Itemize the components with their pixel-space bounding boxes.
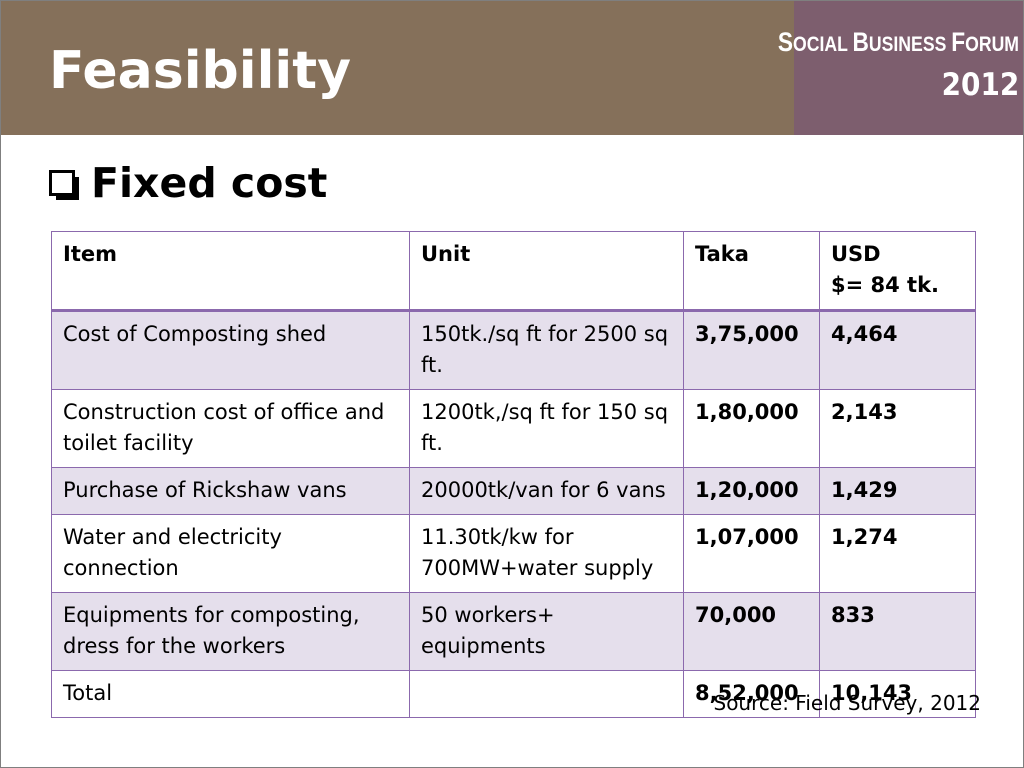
- row-taka: 3,75,000: [683, 310, 820, 390]
- table-row: Equipments for composting, dress for the…: [51, 592, 976, 671]
- row-usd: 833: [819, 592, 976, 671]
- row-taka: 8,52,000: [683, 670, 820, 718]
- row-usd: 2,143: [819, 389, 976, 468]
- row-unit: 20000tk/van for 6 vans: [409, 467, 684, 515]
- title-bar: Feasibility: [1, 1, 794, 135]
- table-row: Construction cost of office and toilet f…: [51, 389, 976, 468]
- row-item: Total: [51, 670, 410, 718]
- usd-rate: $= 84 tk.: [831, 273, 940, 297]
- header-unit: Unit: [409, 231, 684, 312]
- row-usd: 1,429: [819, 467, 976, 515]
- header-usd: USD $= 84 tk.: [819, 231, 976, 312]
- row-item: Water and electricity connection: [51, 514, 410, 593]
- row-taka: 1,20,000: [683, 467, 820, 515]
- row-item: Cost of Composting shed: [51, 310, 410, 390]
- row-usd: 10,143: [819, 670, 976, 718]
- row-unit: 50 workers+ equipments: [409, 592, 684, 671]
- table-row: Water and electricity connection 11.30tk…: [51, 514, 976, 593]
- slide-title: Feasibility: [49, 41, 351, 101]
- brand-logo: SOCIAL BUSINESS FORUM 2012: [778, 1, 1023, 135]
- table-row: Purchase of Rickshaw vans 20000tk/van fo…: [51, 467, 976, 515]
- row-usd: 1,274: [819, 514, 976, 593]
- source-note: Source: Field Survey, 2012: [713, 691, 982, 715]
- row-item: Equipments for composting, dress for the…: [51, 592, 410, 671]
- table-row-total: Total 8,52,000 10,143: [51, 670, 976, 718]
- brand-name: SOCIAL BUSINESS FORUM: [777, 27, 1019, 57]
- bullet-text: Fixed cost: [91, 159, 328, 207]
- header-taka: Taka: [683, 231, 820, 312]
- fixed-cost-table: Item Unit Taka USD $= 84 tk. Cost of Comp…: [51, 231, 976, 718]
- row-unit: [409, 670, 684, 718]
- row-unit: 1200tk,/sq ft for 150 sq ft.: [409, 389, 684, 468]
- table-row: Cost of Composting shed 150tk./sq ft for…: [51, 310, 976, 390]
- bullet-heading: Fixed cost: [49, 159, 327, 207]
- row-unit: 150tk./sq ft for 2500 sq ft.: [409, 310, 684, 390]
- row-item: Purchase of Rickshaw vans: [51, 467, 410, 515]
- brand-year: 2012: [941, 67, 1019, 103]
- table-header-row: Item Unit Taka USD $= 84 tk.: [51, 231, 976, 312]
- row-taka: 1,07,000: [683, 514, 820, 593]
- header-item: Item: [51, 231, 410, 312]
- row-usd: 4,464: [819, 310, 976, 390]
- checkbox-icon: [49, 170, 79, 200]
- row-unit: 11.30tk/kw for 700MW+water supply: [409, 514, 684, 593]
- row-taka: 1,80,000: [683, 389, 820, 468]
- row-item: Construction cost of office and toilet f…: [51, 389, 410, 468]
- row-taka: 70,000: [683, 592, 820, 671]
